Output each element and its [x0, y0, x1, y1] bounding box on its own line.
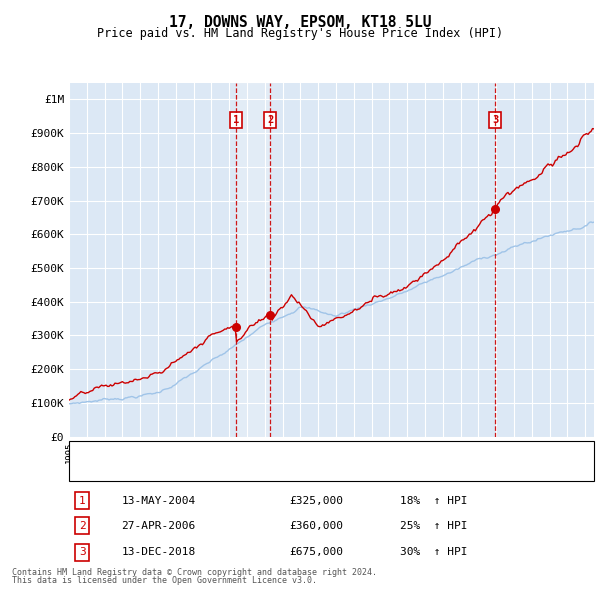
- Text: 2: 2: [79, 521, 86, 530]
- Text: £325,000: £325,000: [290, 496, 343, 506]
- Text: 2: 2: [268, 115, 274, 124]
- Text: This data is licensed under the Open Government Licence v3.0.: This data is licensed under the Open Gov…: [12, 576, 317, 585]
- Text: 3: 3: [79, 548, 86, 558]
- Text: 13-MAY-2004: 13-MAY-2004: [121, 496, 196, 506]
- Text: 1: 1: [233, 115, 239, 124]
- Text: 30%  ↑ HPI: 30% ↑ HPI: [400, 548, 467, 558]
- Text: HPI: Average price, semi-detached house, Epsom and Ewell: HPI: Average price, semi-detached house,…: [116, 467, 466, 477]
- Text: 18%  ↑ HPI: 18% ↑ HPI: [400, 496, 467, 506]
- Text: 17, DOWNS WAY, EPSOM, KT18 5LU: 17, DOWNS WAY, EPSOM, KT18 5LU: [169, 15, 431, 30]
- Text: 17, DOWNS WAY, EPSOM, KT18 5LU (semi-detached house): 17, DOWNS WAY, EPSOM, KT18 5LU (semi-det…: [116, 447, 441, 457]
- Text: 1: 1: [79, 496, 86, 506]
- Text: Price paid vs. HM Land Registry's House Price Index (HPI): Price paid vs. HM Land Registry's House …: [97, 27, 503, 40]
- Text: £360,000: £360,000: [290, 521, 343, 530]
- Text: 3: 3: [492, 115, 499, 124]
- Text: 13-DEC-2018: 13-DEC-2018: [121, 548, 196, 558]
- Text: 25%  ↑ HPI: 25% ↑ HPI: [400, 521, 467, 530]
- Text: £675,000: £675,000: [290, 548, 343, 558]
- Bar: [236, 83, 271, 437]
- Text: Contains HM Land Registry data © Crown copyright and database right 2024.: Contains HM Land Registry data © Crown c…: [12, 568, 377, 577]
- Text: 27-APR-2006: 27-APR-2006: [121, 521, 196, 530]
